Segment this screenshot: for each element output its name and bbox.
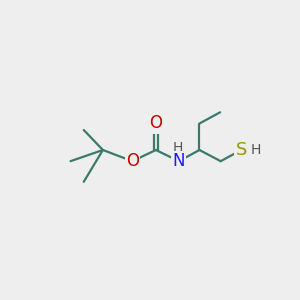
Text: H: H bbox=[250, 143, 261, 157]
Text: S: S bbox=[236, 141, 247, 159]
Text: O: O bbox=[126, 152, 139, 170]
Text: O: O bbox=[149, 115, 162, 133]
Text: N: N bbox=[172, 152, 185, 170]
Text: H: H bbox=[172, 141, 183, 155]
